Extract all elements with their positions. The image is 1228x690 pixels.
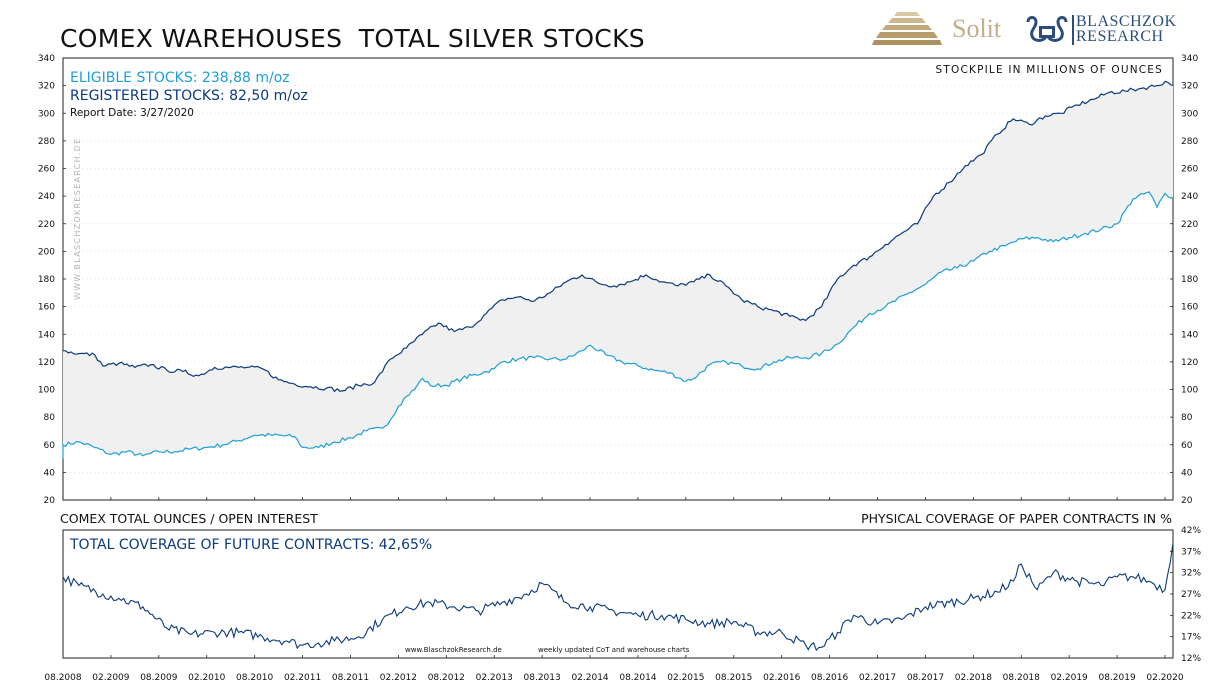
stocks-y-axis-left: 20 40 60 80 100 120 140 160 180 200 220 240 260 280 30… — [38, 54, 55, 506]
y-tick-label: 40 — [1181, 468, 1193, 478]
coverage-panel-title: COMEX TOTAL OUNCES / OPEN INTEREST — [60, 511, 318, 526]
x-tick-label: 02.2015 — [667, 673, 704, 683]
y-tick-label: 60 — [44, 441, 56, 451]
y-tick-label: 100 — [38, 386, 55, 396]
y-tick-label: 80 — [1181, 413, 1193, 423]
y-tick-label: 140 — [1181, 330, 1198, 340]
y-tick-label: 240 — [1181, 192, 1198, 202]
coverage-y-tick-label: 12% — [1181, 654, 1201, 664]
y-tick-label: 180 — [38, 275, 55, 285]
y-tick-label: 80 — [44, 413, 56, 423]
coverage-plot-frame — [62, 529, 1174, 659]
y-tick-label: 300 — [38, 109, 55, 119]
watermark-text: WWW.BLASCHZOKRESEARCH.DE — [73, 138, 82, 300]
x-tick-label: 02.2016 — [763, 673, 800, 683]
coverage-annotation: TOTAL COVERAGE OF FUTURE CONTRACTS: 42,6… — [69, 537, 432, 553]
stock-band-fill — [63, 81, 1173, 459]
blaschzok-logo[interactable]: BLASCHZOK RESEARCH — [1024, 14, 1184, 48]
x-tick-label: 02.2010 — [188, 673, 225, 683]
y-tick-label: 320 — [1181, 82, 1198, 92]
y-tick-label: 100 — [1181, 386, 1198, 396]
y-tick-label: 20 — [44, 496, 56, 506]
logo-text-research: RESEARCH — [1076, 28, 1164, 45]
x-tick-label: 08.2009 — [140, 673, 177, 683]
x-tick-label: 08.2017 — [907, 673, 944, 683]
y-tick-label: 220 — [1181, 220, 1198, 230]
coverage-line — [62, 542, 1174, 652]
y-tick-label: 200 — [1181, 247, 1198, 257]
y-tick-label: 300 — [1181, 109, 1198, 119]
x-tick-label: 08.2008 — [44, 673, 81, 683]
swans-emblem-icon — [1026, 16, 1068, 42]
x-tick-label: 02.2017 — [859, 673, 896, 683]
x-tick-label: 08.2014 — [619, 673, 656, 683]
x-tick-label: 02.2011 — [284, 673, 321, 683]
pyramid-icon — [872, 12, 942, 45]
x-tick-label: 08.2018 — [1003, 673, 1040, 683]
coverage-y-tick-label: 27% — [1181, 590, 1201, 600]
x-tick-label: 08.2016 — [811, 673, 848, 683]
solit-logo[interactable]: Solit — [872, 8, 1042, 48]
solit-wordmark: Solit — [952, 14, 1002, 43]
y-tick-label: 120 — [1181, 358, 1198, 368]
logo-divider — [1072, 15, 1074, 45]
x-tick-label: 08.2015 — [715, 673, 752, 683]
y-tick-label: 20 — [1181, 496, 1193, 506]
x-tick-label: 02.2014 — [571, 673, 608, 683]
y-tick-label: 200 — [38, 247, 55, 257]
y-tick-label: 120 — [38, 358, 55, 368]
page-title: COMEX WAREHOUSES TOTAL SILVER STOCKS — [60, 24, 645, 53]
logo-text-blaschzok: BLASCHZOK — [1076, 13, 1177, 30]
total-stocks-line — [63, 80, 1174, 393]
stocks-chart: 20 40 60 80 100 120 140 160 180 200 220 240 260 280 30… — [38, 54, 1199, 506]
coverage-y-axis: 42% 37% 32% 27% 22% 17% 12% — [1170, 526, 1201, 664]
footer-website: www.BlaschzokResearch.de — [405, 646, 502, 654]
x-tick-label: 08.2013 — [524, 673, 561, 683]
registered-stocks-label: REGISTERED STOCKS: 82,50 m/oz — [70, 88, 308, 104]
x-tick-label: 02.2019 — [1051, 673, 1088, 683]
report-date-label: Report Date: 3/27/2020 — [70, 107, 194, 119]
x-tick-label: 02.2020 — [1146, 673, 1183, 683]
y-tick-label: 220 — [38, 220, 55, 230]
x-tick-label: 08.2010 — [236, 673, 273, 683]
coverage-unit-label: PHYSICAL COVERAGE OF PAPER CONTRACTS IN … — [861, 511, 1172, 526]
y-tick-label: 240 — [38, 192, 55, 202]
x-axis: 08.2008 02.2009 08.2009 02.2010 08.2010 02.20… — [44, 497, 1184, 683]
x-tick-label: 02.2013 — [476, 673, 513, 683]
y-tick-label: 340 — [38, 54, 55, 64]
y-tick-label: 40 — [44, 468, 56, 478]
coverage-y-tick-label: 17% — [1181, 633, 1201, 643]
x-tick-label: 08.2019 — [1098, 673, 1135, 683]
y-tick-label: 160 — [1181, 303, 1198, 313]
coverage-y-tick-label: 37% — [1181, 547, 1201, 557]
coverage-y-tick-label: 22% — [1181, 611, 1201, 621]
stockpile-unit-label: STOCKPILE IN MILLIONS OF OUNCES — [936, 64, 1163, 76]
y-tick-label: 60 — [1181, 441, 1193, 451]
coverage-y-tick-label: 42% — [1181, 526, 1201, 536]
x-tick-label: 02.2009 — [92, 673, 129, 683]
coverage-chart: COMEX TOTAL OUNCES / OPEN INTEREST PHYSI… — [44, 497, 1201, 683]
x-tick-label: 08.2012 — [428, 673, 465, 683]
y-tick-label: 160 — [38, 303, 55, 313]
eligible-stocks-label: ELIGIBLE STOCKS: 238,88 m/oz — [70, 70, 290, 86]
footer-note: weekly updated CoT and warehouse charts — [538, 646, 690, 654]
y-tick-label: 140 — [38, 330, 55, 340]
y-tick-label: 280 — [38, 137, 55, 147]
x-tick-label: 02.2012 — [380, 673, 417, 683]
y-tick-label: 260 — [1181, 165, 1198, 175]
coverage-y-tick-label: 32% — [1181, 569, 1201, 579]
y-tick-label: 340 — [1181, 54, 1198, 64]
eligible-stocks-line — [62, 191, 1174, 459]
x-tick-label: 02.2018 — [955, 673, 992, 683]
y-tick-label: 320 — [38, 82, 55, 92]
y-tick-label: 260 — [38, 165, 55, 175]
x-tick-label: 08.2011 — [332, 673, 369, 683]
y-tick-label: 180 — [1181, 275, 1198, 285]
y-tick-label: 280 — [1181, 137, 1198, 147]
stocks-y-axis-right: 20 40 60 80 100 120 140 160 180 200 220 240 260 280 30… — [1181, 54, 1198, 506]
